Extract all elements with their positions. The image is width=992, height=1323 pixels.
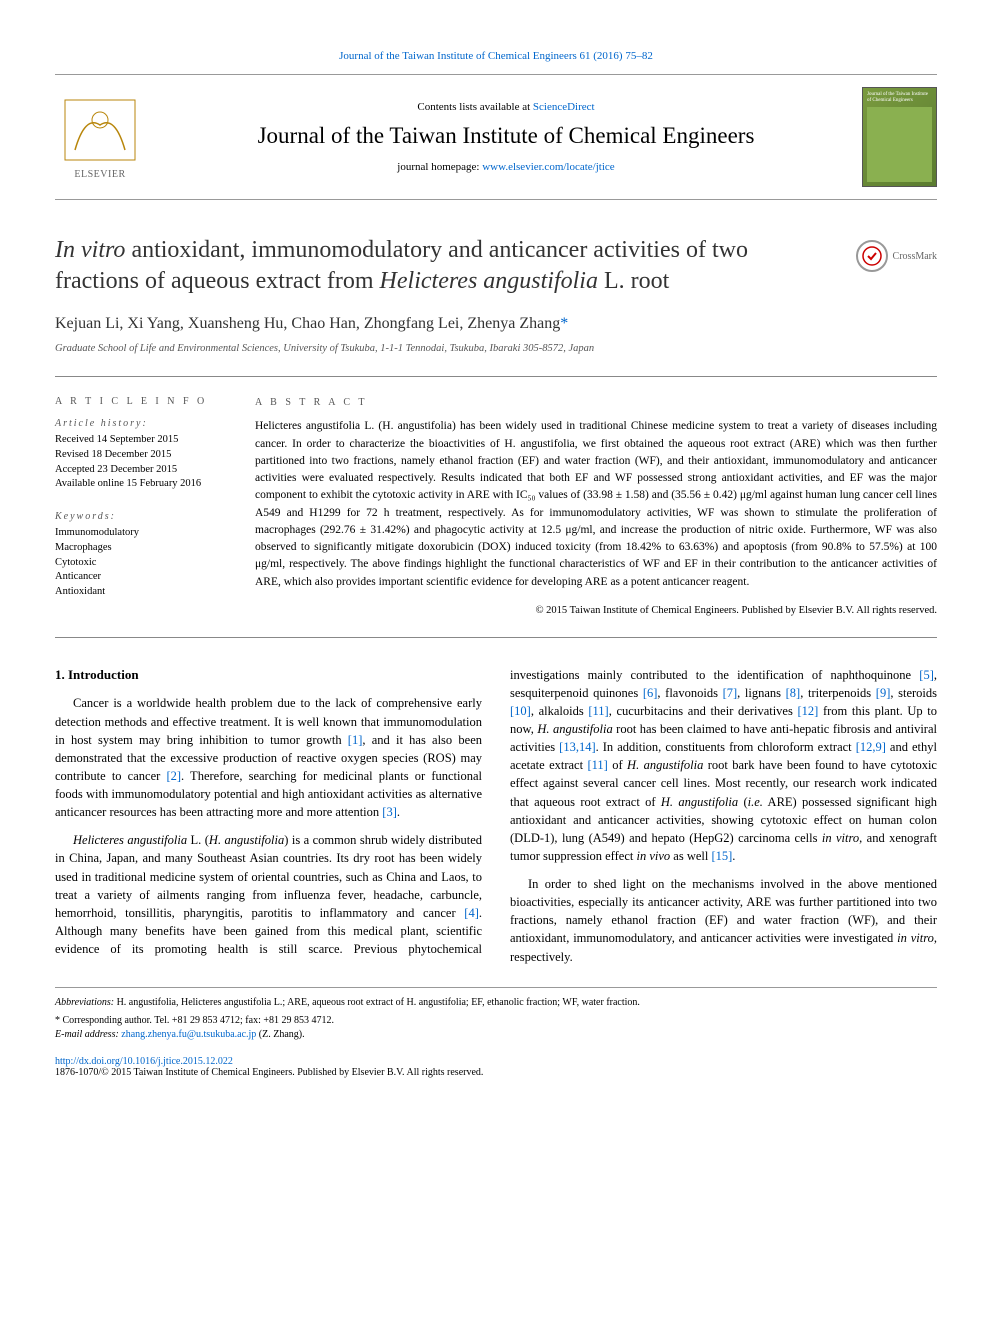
citation-link[interactable]: Journal of the Taiwan Institute of Chemi… [339,50,653,62]
journal-cover-icon: Journal of the Taiwan Institute of Chemi… [862,87,937,187]
ref-link[interactable]: [11] [588,704,608,718]
ref-link[interactable]: [5] [919,668,934,682]
sciencedirect-link[interactable]: ScienceDirect [533,101,595,113]
keyword: Antioxidant [55,585,235,600]
publisher-name: ELSEVIER [74,169,125,180]
ref-link[interactable]: [9] [876,686,891,700]
homepage-link[interactable]: www.elsevier.com/locate/jtice [482,161,614,173]
ref-link[interactable]: [3] [382,805,397,819]
abstract-copyright: © 2015 Taiwan Institute of Chemical Engi… [255,603,937,619]
abstract-text: Helicteres angustifolia L. (H. angustifo… [255,418,937,591]
issn-line: 1876-1070/© 2015 Taiwan Institute of Che… [55,1067,937,1078]
keyword: Immunomodulatory [55,526,235,541]
doi-link[interactable]: http://dx.doi.org/10.1016/j.jtice.2015.1… [55,1056,233,1067]
elsevier-logo: ELSEVIER [55,87,145,187]
ref-link[interactable]: [12] [797,704,818,718]
ref-link[interactable]: [6] [643,686,658,700]
email-link[interactable]: zhang.zhenya.fu@u.tsukuba.ac.jp [121,1029,256,1040]
corresponding-mark[interactable]: * [560,315,568,332]
article-info-head: A R T I C L E I N F O [55,395,235,409]
keyword: Anticancer [55,570,235,585]
body-paragraph: Cancer is a worldwide health problem due… [55,694,482,821]
doi-line: http://dx.doi.org/10.1016/j.jtice.2015.1… [55,1056,937,1067]
crossmark-icon [856,240,888,272]
article-history: Article history: Received 14 September 2… [55,417,235,492]
authors-line: Kejuan Li, Xi Yang, Xuansheng Hu, Chao H… [55,315,937,333]
affiliation: Graduate School of Life and Environmenta… [55,343,937,354]
contents-line: Contents lists available at ScienceDirec… [160,101,852,113]
body-paragraph: In order to shed light on the mechanisms… [510,875,937,966]
ref-link[interactable]: [4] [464,906,479,920]
ref-link[interactable]: [11] [587,758,607,772]
journal-header: ELSEVIER Contents lists available at Sci… [55,74,937,200]
keyword: Cytotoxic [55,556,235,571]
keyword: Macrophages [55,541,235,556]
article-title: In vitro antioxidant, immunomodulatory a… [55,235,937,297]
intro-heading: 1. Introduction [55,666,482,685]
abstract-head: A B S T R A C T [255,395,937,410]
ref-link[interactable]: [7] [723,686,738,700]
ref-link[interactable]: [15] [711,849,732,863]
homepage-line: journal homepage: www.elsevier.com/locat… [160,161,852,173]
ref-link[interactable]: [1] [348,733,363,747]
ref-link[interactable]: [13,14] [559,740,595,754]
crossmark-badge[interactable]: CrossMark [856,240,937,272]
top-citation: Journal of the Taiwan Institute of Chemi… [55,50,937,62]
footer-notes: Abbreviations: H. angustifolia, Helicter… [55,987,937,1042]
ref-link[interactable]: [12,9] [856,740,886,754]
journal-name: Journal of the Taiwan Institute of Chemi… [160,123,852,149]
ref-link[interactable]: [2] [166,769,181,783]
ref-link[interactable]: [8] [786,686,801,700]
ref-link[interactable]: [10] [510,704,531,718]
keywords-block: Keywords: Immunomodulatory Macrophages C… [55,510,235,599]
